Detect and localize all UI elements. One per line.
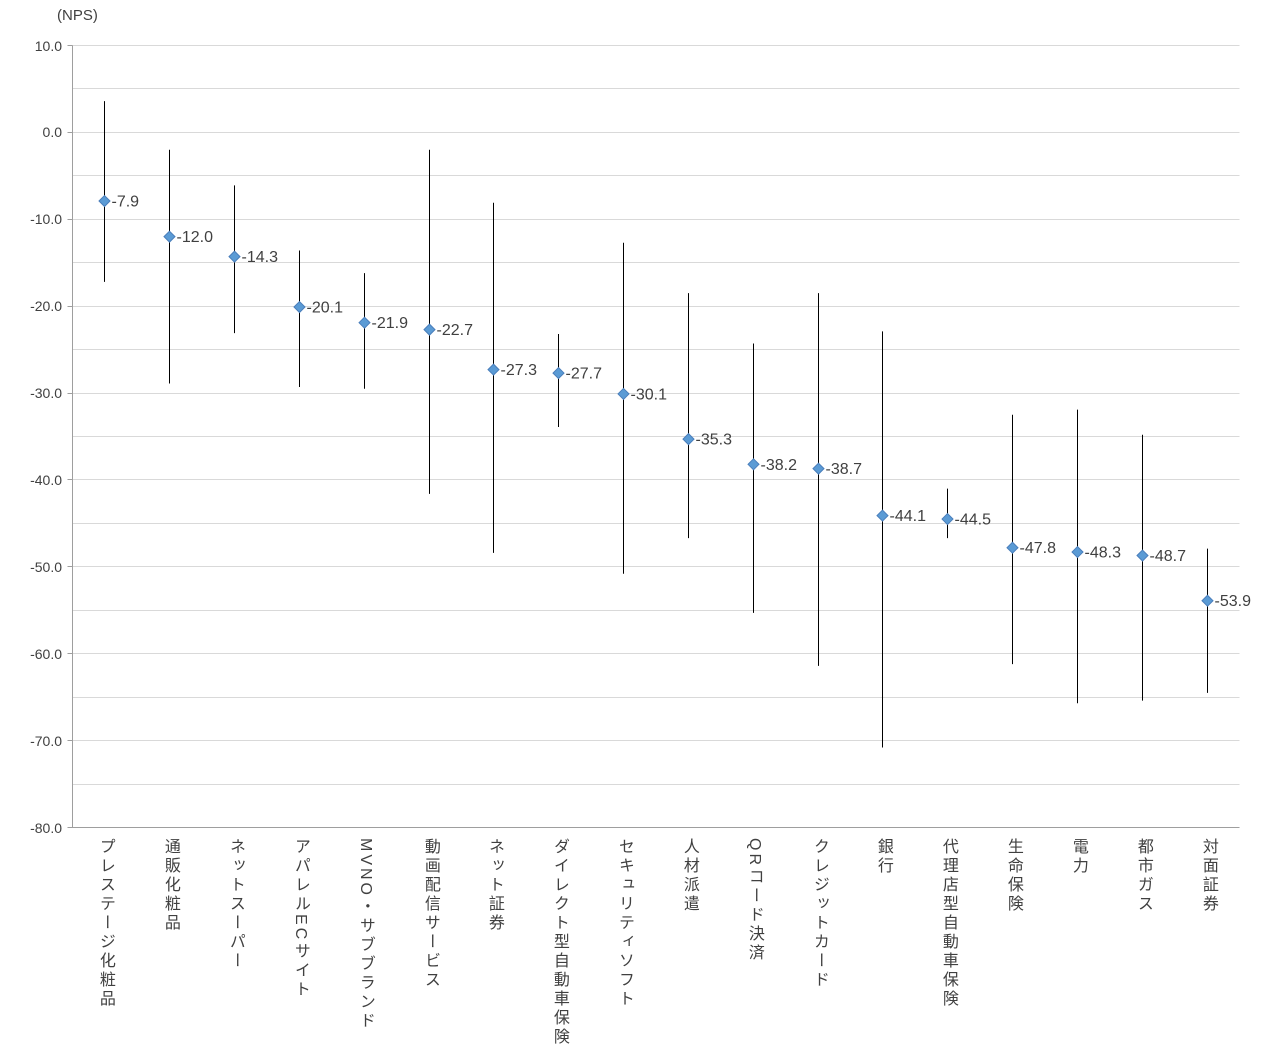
- x-category-label: アパレルECサイト: [291, 838, 309, 1000]
- x-category-label: ネットスーパー: [226, 838, 244, 971]
- x-category-label: 人材派遣: [680, 838, 698, 914]
- data-point-marker: [163, 230, 176, 243]
- plot-area: -7.9 -12.0 -14.3 -20.1 -21.9 -22.7 -27.3 -27.7 -…: [67, 45, 1252, 828]
- x-category-label: 通販化粧品: [161, 838, 179, 933]
- data-point-marker: [1071, 545, 1084, 559]
- y-axis-tick-label: -80.0: [30, 819, 62, 836]
- data-point-marker: [98, 194, 111, 208]
- data-point-label: -20.1: [307, 300, 344, 317]
- data-point-label: -21.9: [372, 315, 409, 332]
- data-point-marker: [876, 509, 889, 522]
- data-point-label: -48.7: [1150, 548, 1187, 565]
- y-axis-tick-label: -20.0: [30, 298, 62, 315]
- y-axis-tick-label: -30.0: [30, 385, 62, 402]
- data-point-label: -30.1: [631, 386, 668, 403]
- data-point-label: -44.5: [955, 512, 992, 529]
- y-axis-unit-label: (NPS): [57, 7, 98, 24]
- x-category-label: プレステージ化粧品: [96, 838, 114, 1009]
- y-axis-tick-label: 10.0: [34, 37, 62, 54]
- x-category-label: ダイレクト型自動車保険: [550, 838, 568, 1047]
- x-category-label: 電力: [1069, 838, 1087, 876]
- y-axis-tick-label: -60.0: [30, 645, 62, 662]
- data-point-label: -27.3: [501, 362, 538, 379]
- x-category-label: セキュリティソフト: [615, 838, 633, 1009]
- data-point-label: -35.3: [696, 432, 733, 449]
- y-axis-tick-label: -10.0: [30, 211, 62, 228]
- data-point-marker: [1201, 594, 1214, 607]
- data-point-marker: [941, 512, 954, 526]
- data-point-label: -27.7: [566, 366, 603, 383]
- x-category-label: 動画配信サービス: [421, 838, 439, 990]
- data-point-label: -14.3: [242, 249, 279, 266]
- data-point-marker: [1006, 541, 1019, 554]
- data-point-label: -38.7: [826, 461, 863, 478]
- x-category-label: MVNO・サブブランド: [356, 838, 374, 1031]
- data-point-marker: [487, 363, 500, 376]
- data-point-marker: [812, 462, 825, 475]
- y-axis-tick-label: 0.0: [42, 124, 62, 141]
- x-category-label: 都市ガス: [1134, 838, 1152, 914]
- x-category-label: 対面証券: [1199, 838, 1217, 914]
- data-point-label: -48.3: [1085, 545, 1122, 562]
- x-category-label: QRコード決済: [745, 838, 763, 963]
- x-category-label: 銀行: [874, 838, 892, 876]
- data-point-marker: [552, 366, 565, 380]
- x-category-label: クレジットカード: [810, 838, 828, 990]
- y-axis-tick-label: -40.0: [30, 471, 62, 488]
- data-point-label: -47.8: [1020, 540, 1057, 557]
- data-point-marker: [228, 250, 241, 263]
- y-axis-tick-label: -50.0: [30, 558, 62, 575]
- data-point-marker: [682, 432, 695, 446]
- data-point-marker: [1136, 549, 1149, 562]
- y-axis-tick-label: -70.0: [30, 732, 62, 749]
- x-category-label: 代理店型自動車保険: [939, 838, 957, 1009]
- data-point-label: -12.0: [177, 229, 214, 246]
- data-point-label: -7.9: [112, 194, 140, 211]
- data-point-marker: [423, 323, 436, 336]
- data-point-label: -44.1: [890, 508, 927, 525]
- data-point-marker: [617, 387, 630, 401]
- x-category-label: 生命保険: [1004, 838, 1022, 914]
- data-point-marker: [747, 458, 760, 471]
- data-point-marker: [293, 300, 306, 314]
- x-category-label: ネット証券: [485, 838, 503, 933]
- data-point-marker: [358, 316, 371, 329]
- data-point-label: -38.2: [761, 457, 798, 474]
- data-point-label: -53.9: [1215, 593, 1252, 610]
- data-point-label: -22.7: [437, 322, 474, 339]
